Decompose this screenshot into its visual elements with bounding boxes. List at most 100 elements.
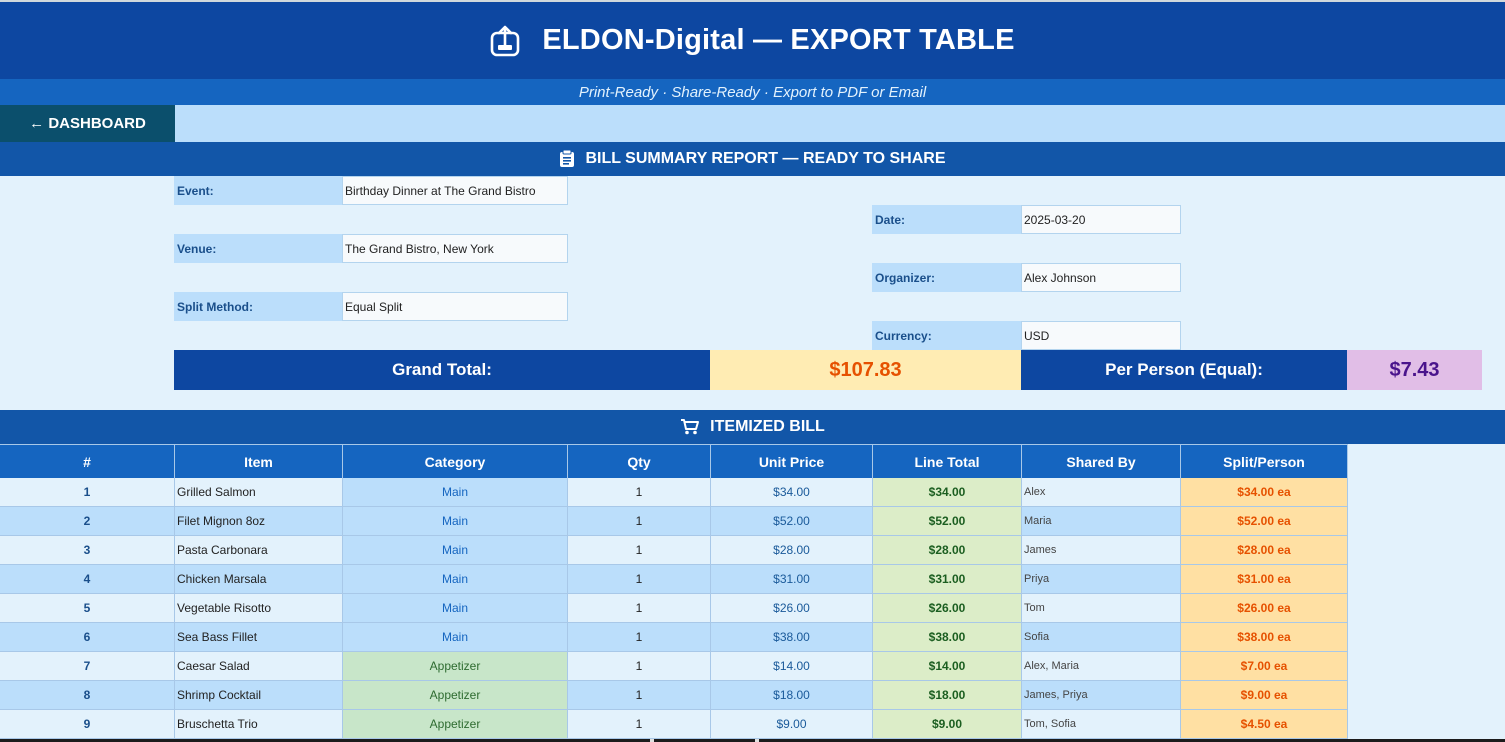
date-field[interactable]: 2025-03-20 <box>1021 205 1181 234</box>
split-method-label: Split Method: <box>174 292 342 321</box>
row-split-person: $31.00 ea <box>1181 565 1348 594</box>
table-body: 1 Grilled Salmon Main 1 $34.00 $34.00 Alex $34.… <box>0 478 1348 739</box>
column-header-unit-price: Unit Price <box>711 444 873 478</box>
table-row: 2 Filet Mignon 8oz Main 1 $52.00 $52.00 Maria $… <box>0 507 1348 536</box>
organizer-field[interactable]: Alex Johnson <box>1021 263 1181 292</box>
row-unit-price: $34.00 <box>711 478 873 507</box>
row-category: Main <box>343 536 568 565</box>
row-shared-by: Maria <box>1022 507 1181 536</box>
row-item: Vegetable Risotto <box>175 594 343 623</box>
itemized-title: ITEMIZED BILL <box>710 418 825 435</box>
row-line-total: $38.00 <box>873 623 1022 652</box>
row-qty: 1 <box>568 594 711 623</box>
summary-section-header: BILL SUMMARY REPORT — READY TO SHARE <box>0 142 1505 176</box>
row-category: Appetizer <box>343 652 568 681</box>
event-field[interactable]: Birthday Dinner at The Grand Bistro <box>342 176 568 205</box>
row-line-total: $18.00 <box>873 681 1022 710</box>
dashboard-button[interactable]: ← DASHBOARD <box>0 105 175 142</box>
row-shared-by: Alex, Maria <box>1022 652 1181 681</box>
row-shared-by: James <box>1022 536 1181 565</box>
currency-field[interactable]: USD <box>1021 321 1181 350</box>
row-item: Chicken Marsala <box>175 565 343 594</box>
row-item: Sea Bass Fillet <box>175 623 343 652</box>
row-split-person: $38.00 ea <box>1181 623 1348 652</box>
venue-field[interactable]: The Grand Bistro, New York <box>342 234 568 263</box>
organizer-label: Organizer: <box>872 263 1021 292</box>
column-header-line-total: Line Total <box>873 444 1022 478</box>
row-item: Caesar Salad <box>175 652 343 681</box>
row-qty: 1 <box>568 681 711 710</box>
row-unit-price: $14.00 <box>711 652 873 681</box>
row-item: Shrimp Cocktail <box>175 681 343 710</box>
row-qty: 1 <box>568 710 711 739</box>
row-shared-by: Sofia <box>1022 623 1181 652</box>
row-line-total: $14.00 <box>873 652 1022 681</box>
row-category: Main <box>343 594 568 623</box>
row-line-total: $52.00 <box>873 507 1022 536</box>
row-number: 2 <box>0 507 175 536</box>
table-row: 8 Shrimp Cocktail Appetizer 1 $18.00 $18.00 Ja… <box>0 681 1348 710</box>
row-split-person: $28.00 ea <box>1181 536 1348 565</box>
grand-total-value: $107.83 <box>710 350 1021 390</box>
row-number: 9 <box>0 710 175 739</box>
split-method-field[interactable]: Equal Split <box>342 292 568 321</box>
row-split-person: $7.00 ea <box>1181 652 1348 681</box>
row-unit-price: $26.00 <box>711 594 873 623</box>
row-number: 8 <box>0 681 175 710</box>
per-person-label: Per Person (Equal): <box>1021 350 1347 390</box>
itemized-section-header: ITEMIZED BILL <box>0 410 1505 444</box>
event-label: Event: <box>174 176 342 205</box>
row-shared-by: Tom <box>1022 594 1181 623</box>
column-header-category: Category <box>343 444 568 478</box>
date-label: Date: <box>872 205 1021 234</box>
table-row: 4 Chicken Marsala Main 1 $31.00 $31.00 Priya $3… <box>0 565 1348 594</box>
row-unit-price: $38.00 <box>711 623 873 652</box>
row-item: Grilled Salmon <box>175 478 343 507</box>
row-category: Main <box>343 507 568 536</box>
column-header-qty: Qty <box>568 444 711 478</box>
row-category: Main <box>343 623 568 652</box>
row-item: Filet Mignon 8oz <box>175 507 343 536</box>
row-qty: 1 <box>568 623 711 652</box>
row-split-person: $26.00 ea <box>1181 594 1348 623</box>
row-unit-price: $52.00 <box>711 507 873 536</box>
table-row: 9 Bruschetta Trio Appetizer 1 $9.00 $9.00 Tom,… <box>0 710 1348 739</box>
clipboard-icon <box>559 150 575 168</box>
row-line-total: $26.00 <box>873 594 1022 623</box>
table-header-row: # Item Category Qty Unit Price Line Tota… <box>0 444 1348 478</box>
table-row: 7 Caesar Salad Appetizer 1 $14.00 $14.00 Alex,… <box>0 652 1348 681</box>
column-header-number: # <box>0 444 175 478</box>
row-line-total: $28.00 <box>873 536 1022 565</box>
summary-title: BILL SUMMARY REPORT — READY TO SHARE <box>585 150 946 167</box>
per-person-value: $7.43 <box>1347 350 1482 390</box>
row-qty: 1 <box>568 507 711 536</box>
row-item: Bruschetta Trio <box>175 710 343 739</box>
row-item: Pasta Carbonara <box>175 536 343 565</box>
row-number: 1 <box>0 478 175 507</box>
page-title: ELDON-Digital — EXPORT TABLE <box>542 24 1015 56</box>
row-shared-by: James, Priya <box>1022 681 1181 710</box>
row-shared-by: Alex <box>1022 478 1181 507</box>
table-row: 3 Pasta Carbonara Main 1 $28.00 $28.00 James $2… <box>0 536 1348 565</box>
column-header-shared-by: Shared By <box>1022 444 1181 478</box>
row-unit-price: $9.00 <box>711 710 873 739</box>
window-bottom-border <box>0 739 1505 742</box>
row-qty: 1 <box>568 565 711 594</box>
row-category: Appetizer <box>343 681 568 710</box>
row-split-person: $52.00 ea <box>1181 507 1348 536</box>
row-category: Main <box>343 478 568 507</box>
row-shared-by: Priya <box>1022 565 1181 594</box>
grand-total-label: Grand Total: <box>174 350 710 390</box>
row-number: 6 <box>0 623 175 652</box>
row-number: 4 <box>0 565 175 594</box>
page-subtitle: Print-Ready · Share-Ready · Export to PD… <box>0 79 1505 105</box>
row-unit-price: $18.00 <box>711 681 873 710</box>
itemized-table: # Item Category Qty Unit Price Line Tota… <box>0 444 1348 739</box>
table-row: 6 Sea Bass Fillet Main 1 $38.00 $38.00 Sofia $3… <box>0 623 1348 652</box>
row-number: 3 <box>0 536 175 565</box>
row-split-person: $4.50 ea <box>1181 710 1348 739</box>
row-unit-price: $28.00 <box>711 536 873 565</box>
currency-label: Currency: <box>872 321 1021 350</box>
export-icon <box>490 25 520 57</box>
row-line-total: $31.00 <box>873 565 1022 594</box>
